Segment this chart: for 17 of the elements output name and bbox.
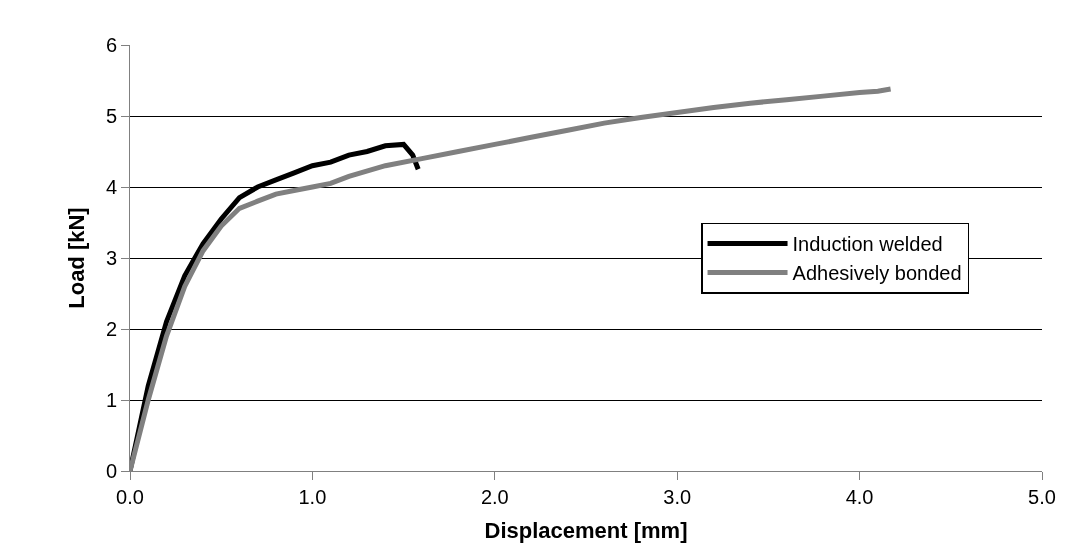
x-tick-label: 4.0 [845, 486, 874, 508]
y-tick-label: 0 [105, 460, 117, 482]
legend-label: Adhesively bonded [792, 262, 962, 285]
x-tick-label: 1.0 [298, 486, 327, 508]
x-axis-title: Displacement [mm] [484, 517, 688, 543]
y-tick-label: 1 [105, 389, 117, 411]
legend-label: Induction welded [792, 233, 943, 256]
x-tick-label: 0.0 [116, 486, 144, 508]
y-tick-label: 4 [105, 176, 117, 198]
x-tick-label: 3.0 [663, 486, 692, 508]
y-tick-label: 3 [105, 247, 117, 269]
y-tick-label: 6 [105, 34, 117, 56]
x-tick-label: 2.0 [480, 486, 509, 508]
y-axis-title: Load [kN] [63, 207, 89, 309]
x-tick-label: 5.0 [1028, 486, 1056, 508]
y-tick-label: 5 [105, 105, 117, 127]
y-tick-label: 2 [105, 318, 117, 340]
